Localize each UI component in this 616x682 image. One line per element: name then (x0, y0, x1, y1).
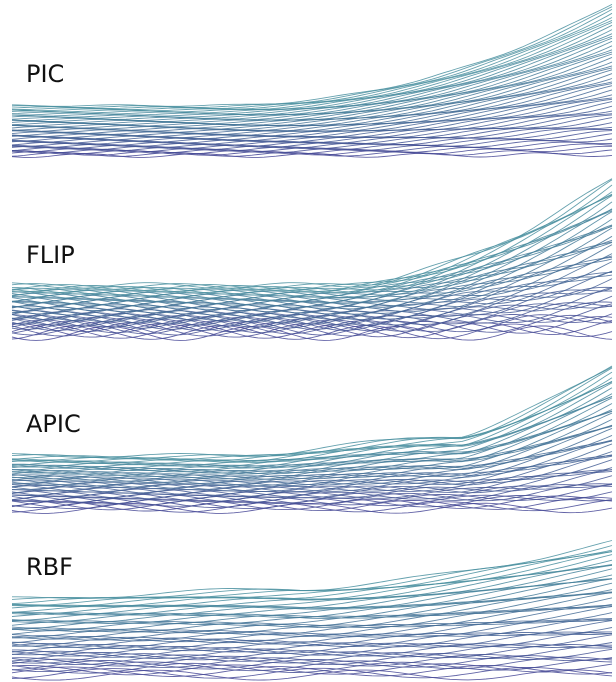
streamline (12, 7, 612, 108)
streamline (12, 381, 612, 463)
streamline (12, 579, 612, 623)
streamline (12, 367, 612, 459)
streamline (12, 54, 612, 124)
streamline-layer (12, 4, 612, 680)
streamline (12, 179, 612, 289)
streamline (12, 550, 612, 604)
panel-label: RBF (26, 553, 73, 581)
panel-label: PIC (26, 60, 64, 88)
streamline (12, 25, 612, 114)
streamline (12, 20, 612, 111)
streamline (12, 368, 612, 460)
panel-label: FLIP (26, 241, 75, 269)
streamline (12, 388, 612, 467)
streamline (12, 202, 612, 296)
figure: PIC FLIP APIC RBF (0, 0, 616, 682)
streamline (12, 366, 612, 458)
panel-label: APIC (26, 410, 81, 438)
streamline (12, 503, 612, 513)
streamline (12, 541, 612, 599)
streamline (12, 195, 612, 293)
